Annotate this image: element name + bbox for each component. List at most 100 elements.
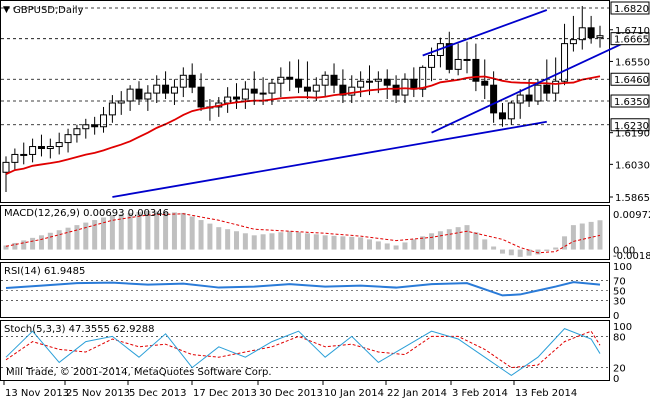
macd-histogram-bar — [225, 229, 231, 250]
stoch-tick-label: 80 — [613, 332, 626, 343]
macd-histogram-bar — [322, 235, 328, 250]
candle-body — [108, 102, 116, 116]
macd-histogram-bar — [553, 247, 559, 250]
title-triangle-icon[interactable]: ▼ — [3, 5, 10, 15]
macd-histogram-bar — [189, 216, 195, 250]
candle-body — [321, 74, 329, 86]
macd-histogram-bar — [349, 236, 355, 250]
channel-upper-line — [422, 9, 548, 57]
rsi-line — [5, 281, 601, 297]
candle-body — [144, 92, 152, 100]
macd-histogram-bar — [579, 223, 585, 250]
candle-body — [410, 78, 418, 90]
candle-body — [339, 84, 347, 96]
candle-body — [2, 161, 10, 173]
time-tick-label: 5 Dec 2013 — [129, 388, 187, 399]
candle-body — [543, 84, 551, 94]
candle-body — [490, 84, 498, 114]
macd-histogram-bar — [358, 237, 364, 250]
stoch-tick-label: 100 — [613, 322, 632, 333]
stoch-panel[interactable] — [0, 320, 610, 381]
macd-histogram-bar — [366, 239, 372, 250]
candle-body — [277, 76, 285, 84]
candle-body — [312, 84, 320, 92]
price-overlays — [5, 9, 627, 198]
candle-body — [374, 78, 382, 82]
level-box — [610, 1, 650, 15]
macd-histogram-bar — [56, 230, 62, 250]
candle-body — [365, 80, 373, 83]
macd-histogram-bar — [216, 227, 222, 250]
candle-body — [445, 43, 453, 70]
level-label: 1.6665 — [614, 35, 649, 46]
macd-histogram-bar — [74, 225, 80, 250]
macd-histogram-bar — [464, 225, 470, 250]
stoch-tick-label: 20 — [613, 364, 626, 375]
moving-average-line — [5, 75, 601, 176]
macd-histogram-bar — [482, 239, 488, 250]
candle-body — [561, 43, 569, 82]
level-label: 1.6350 — [614, 97, 649, 108]
time-tick-label: 22 Jan 2014 — [387, 388, 447, 399]
macd-histogram-bar — [340, 236, 346, 250]
macd-histogram-bar — [535, 249, 541, 255]
candle-body — [259, 92, 267, 95]
candle-body — [578, 27, 586, 41]
macd-histogram-bar — [21, 240, 27, 250]
level-lines: 1.6820 1.6665 1.6460 1.6350 1.6230 — [1, 1, 650, 132]
price-tick-label: 1.6710 — [615, 26, 650, 37]
candle-body — [153, 84, 161, 94]
candle-body — [481, 80, 489, 86]
candle-body — [224, 96, 232, 104]
rsi-tick-label: 100 — [613, 262, 632, 273]
rsi-tick-label: 0 — [613, 311, 619, 322]
macd-histogram-bar — [437, 231, 443, 250]
macd-histogram-bar — [101, 217, 107, 250]
price-axis: 1.6710 1.6550 1.6190 1.6030 1.5865 — [609, 26, 650, 204]
macd-histogram-bar — [491, 246, 497, 250]
macd-signal-line — [5, 213, 601, 254]
candle-body — [392, 84, 400, 96]
macd-tick-label: 0.00 — [613, 246, 635, 257]
level-label: 1.6230 — [614, 121, 649, 132]
candle-body — [250, 88, 258, 94]
rsi-panel[interactable] — [0, 262, 610, 318]
macd-histogram-bar — [38, 235, 44, 250]
macd-histogram-bar — [260, 234, 266, 250]
macd-histogram-bar — [517, 249, 523, 257]
macd-title: MACD(12,26,9) 0.00693 0.00346 — [4, 208, 169, 219]
macd-histogram-bar — [313, 234, 319, 250]
macd-histogram-bar — [446, 229, 452, 250]
macd-tick-label: -0.00183 — [613, 251, 650, 262]
candle-body — [20, 153, 28, 156]
rsi-title: RSI(14) 61.9485 — [4, 266, 85, 277]
macd-histogram-bar — [65, 227, 71, 250]
time-tick-label: 30 Dec 2013 — [259, 388, 323, 399]
candle-body — [525, 94, 533, 102]
candle-body — [463, 58, 471, 61]
candle-body — [330, 74, 338, 86]
macd-tick-label: 0.00972 — [613, 210, 650, 221]
candle-body — [126, 88, 134, 102]
time-tick-label: 17 Dec 2013 — [193, 388, 257, 399]
candle-body — [357, 80, 365, 88]
macd-histogram-bar — [180, 212, 186, 250]
candle-body — [268, 82, 276, 94]
candle-body — [552, 80, 560, 94]
level-box — [610, 72, 650, 86]
candle-body — [401, 78, 409, 96]
candle-body — [472, 58, 480, 82]
price-tick-label: 1.5865 — [615, 193, 650, 204]
macd-histogram-bar — [411, 239, 417, 250]
macd-histogram-bar — [384, 243, 390, 250]
macd-histogram-bar — [154, 211, 160, 250]
candle-body — [516, 94, 524, 104]
candle-body — [428, 54, 436, 68]
candle-body — [534, 84, 542, 102]
price-panel[interactable] — [0, 0, 610, 203]
macd-histogram-bar — [508, 249, 514, 256]
macd-histogram-bar — [402, 242, 408, 250]
candle-body — [569, 39, 577, 45]
